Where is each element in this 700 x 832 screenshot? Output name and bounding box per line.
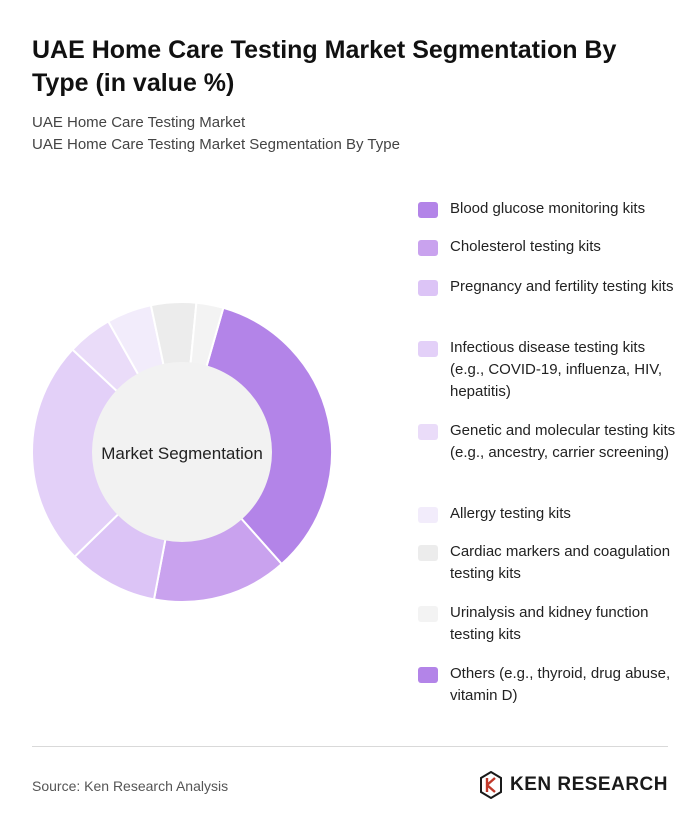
legend-item: Pregnancy and fertility testing kits	[418, 276, 680, 298]
subtitle-line-2: UAE Home Care Testing Market Segmentatio…	[32, 136, 400, 153]
legend-swatch	[418, 341, 438, 357]
brand-name: KEN RESEARCH	[509, 774, 668, 795]
legend-label: Genetic and molecular testing kits (e.g.…	[450, 422, 676, 461]
legend-swatch	[418, 280, 438, 296]
legend-label: Urinalysis and kidney function testing k…	[450, 604, 649, 643]
legend-swatch	[418, 424, 438, 440]
legend-label: Blood glucose monitoring kits	[450, 200, 646, 217]
brand-logo: KEN RESEARCH	[479, 770, 668, 800]
source-note: Source: Ken Research Analysis	[32, 778, 229, 794]
subtitle: UAE Home Care Testing Market UAE Home Ca…	[32, 112, 672, 156]
legend-item: Others (e.g., thyroid, drug abuse, vitam…	[418, 663, 680, 707]
legend-swatch	[418, 667, 438, 683]
legend-item: Infectious disease testing kits (e.g., C…	[418, 337, 680, 403]
legend-item: Cholesterol testing kits	[418, 236, 680, 258]
ken-research-logo-icon	[479, 771, 502, 799]
legend-item: Cardiac markers and coagulation testing …	[418, 541, 680, 585]
legend-swatch	[418, 606, 438, 622]
subtitle-line-1: UAE Home Care Testing Market	[32, 114, 246, 131]
legend-label: Pregnancy and fertility testing kits	[450, 278, 674, 295]
donut-chart	[31, 301, 333, 603]
legend-item: Genetic and molecular testing kits (e.g.…	[418, 420, 680, 464]
legend-label: Others (e.g., thyroid, drug abuse, vitam…	[450, 665, 671, 704]
legend-label: Cardiac markers and coagulation testing …	[450, 543, 671, 582]
footer-divider	[32, 746, 668, 747]
donut-hole	[92, 362, 272, 542]
donut-center-label: Market Segmentation	[101, 444, 263, 463]
legend-swatch	[418, 507, 438, 523]
legend-swatch	[418, 240, 438, 256]
legend-label: Cholesterol testing kits	[450, 238, 601, 255]
page-title: UAE Home Care Testing Market Segmentatio…	[32, 36, 617, 97]
legend-item: Urinalysis and kidney function testing k…	[418, 602, 680, 646]
legend-item: Allergy testing kits	[418, 503, 680, 525]
legend-label: Allergy testing kits	[450, 505, 571, 522]
legend-label: Infectious disease testing kits (e.g., C…	[450, 339, 663, 400]
legend-item: Blood glucose monitoring kits	[418, 198, 680, 220]
legend-swatch	[418, 545, 438, 561]
legend-swatch	[418, 202, 438, 218]
